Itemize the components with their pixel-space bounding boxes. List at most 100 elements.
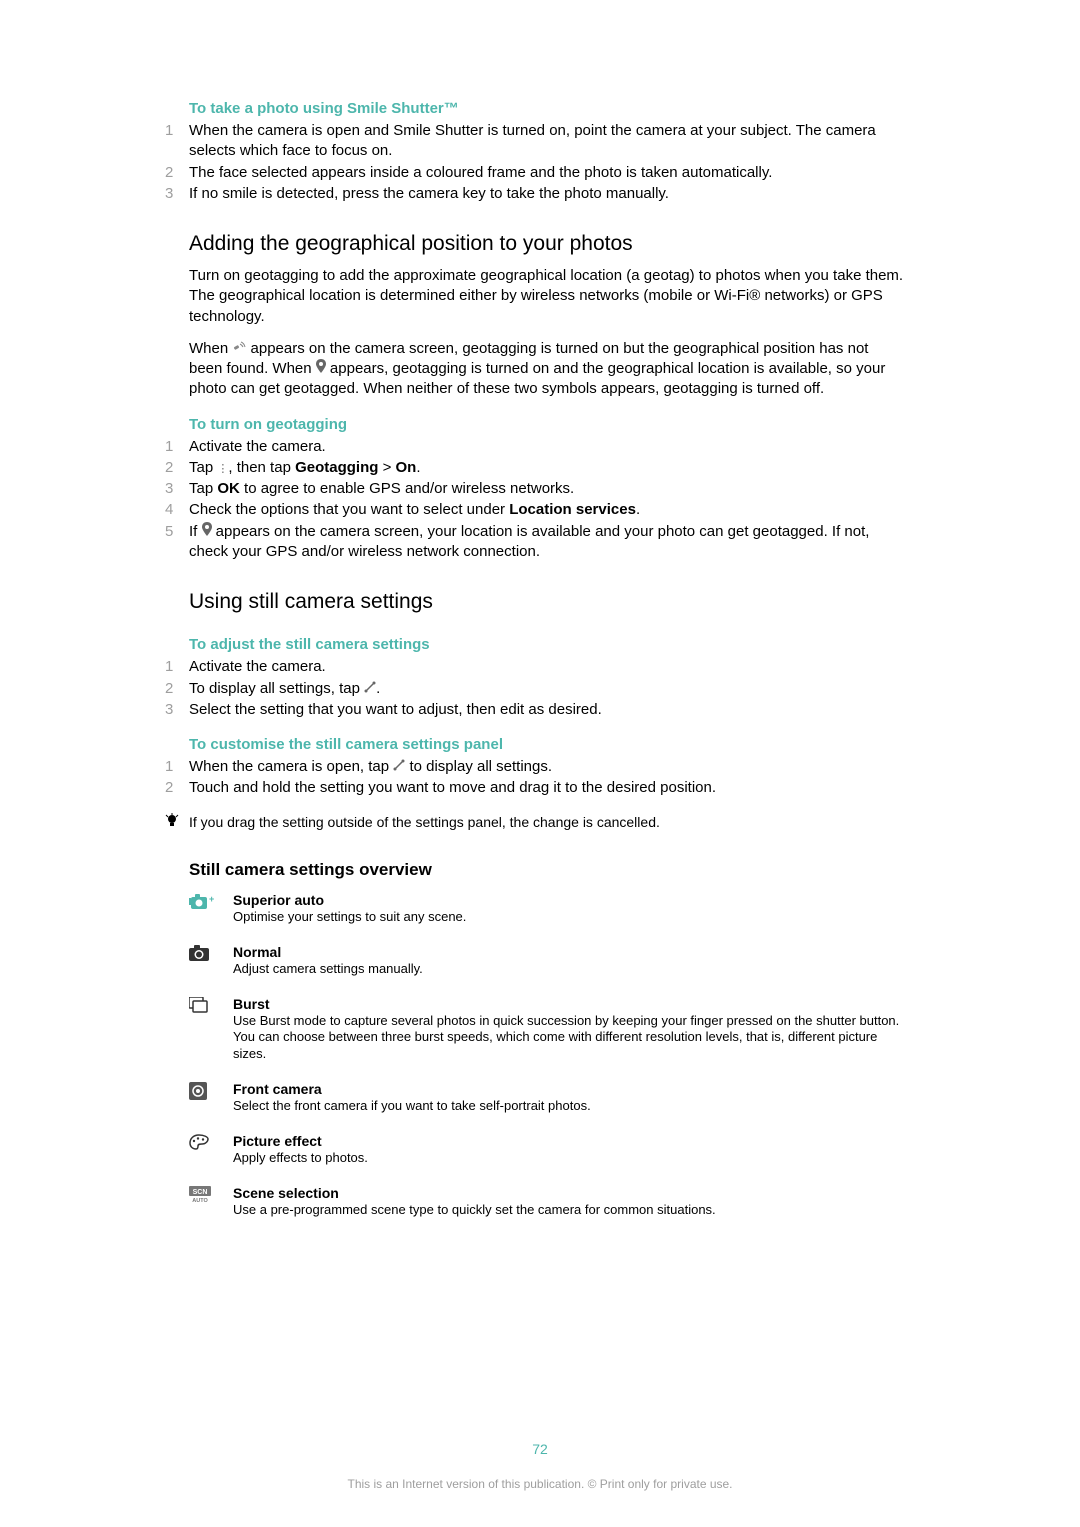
satellite-icon (232, 339, 246, 359)
text: > (378, 459, 395, 476)
svg-text:AUTO: AUTO (192, 1198, 208, 1204)
step-text: Tap OK to agree to enable GPS and/or wir… (189, 479, 905, 499)
text: Tap (189, 480, 217, 497)
location-pin-icon (316, 359, 326, 379)
camera-icon (189, 944, 233, 966)
step-number: 2 (165, 778, 189, 798)
text: to display all settings. (405, 758, 552, 775)
paragraph: Turn on geotagging to add the approximat… (189, 266, 905, 327)
setting-row-normal: Normal Adjust camera settings manually. (189, 944, 905, 978)
burst-icon (189, 996, 233, 1018)
superior-auto-icon: + (189, 892, 233, 916)
step-text: When the camera is open, tap to display … (189, 757, 905, 777)
heading-adjust-settings: To adjust the still camera settings (189, 636, 905, 653)
svg-text:+: + (209, 894, 214, 904)
list-item: 3 If no smile is detected, press the cam… (165, 184, 905, 204)
setting-desc: Adjust camera settings manually. (233, 961, 905, 978)
setting-row-front-camera: Front camera Select the front camera if … (189, 1081, 905, 1115)
setting-row-scene-selection: SCN AUTO Scene selection Use a pre-progra… (189, 1185, 905, 1219)
step-text: Activate the camera. (189, 657, 905, 677)
list-item: 2 The face selected appears inside a col… (165, 163, 905, 183)
setting-body: Scene selection Use a pre-programmed sce… (233, 1185, 905, 1219)
text: To display all settings, tap (189, 680, 364, 697)
heading-customise-panel: To customise the still camera settings p… (189, 736, 905, 753)
step-text: To display all settings, tap . (189, 679, 905, 699)
step-text: Touch and hold the setting you want to m… (189, 778, 905, 798)
step-number: 5 (165, 522, 189, 542)
setting-body: Front camera Select the front camera if … (233, 1081, 905, 1115)
front-camera-icon (189, 1081, 233, 1105)
list-smile-shutter: 1 When the camera is open and Smile Shut… (165, 121, 905, 204)
step-number: 1 (165, 121, 189, 141)
tools-icon (393, 757, 405, 777)
heading-still-camera: Using still camera settings (189, 590, 905, 614)
step-number: 3 (165, 479, 189, 499)
list-item: 3 Select the setting that you want to ad… (165, 700, 905, 720)
text: appears on the camera screen, your locat… (189, 523, 869, 560)
step-text: Tap ⋮, then tap Geotagging > On. (189, 458, 905, 478)
setting-desc: Select the front camera if you want to t… (233, 1098, 905, 1115)
step-number: 1 (165, 657, 189, 677)
step-number: 2 (165, 679, 189, 699)
setting-body: Picture effect Apply effects to photos. (233, 1133, 905, 1167)
step-text: If no smile is detected, press the camer… (189, 184, 905, 204)
setting-body: Burst Use Burst mode to capture several … (233, 996, 905, 1064)
lightbulb-icon (165, 813, 189, 832)
heading-settings-overview: Still camera settings overview (189, 860, 905, 880)
setting-title: Superior auto (233, 892, 905, 908)
text: Check the options that you want to selec… (189, 501, 509, 518)
setting-body: Normal Adjust camera settings manually. (233, 944, 905, 978)
heading-smile-shutter: To take a photo using Smile Shutter™ (189, 100, 905, 117)
list-item: 1 Activate the camera. (165, 437, 905, 457)
text: . (636, 501, 640, 518)
list-item: 2 Touch and hold the setting you want to… (165, 778, 905, 798)
list-item: 1 When the camera is open, tap to displa… (165, 757, 905, 777)
step-number: 3 (165, 184, 189, 204)
heading-geo-position: Adding the geographical position to your… (189, 232, 905, 256)
step-text: The face selected appears inside a colou… (189, 163, 905, 183)
step-number: 1 (165, 757, 189, 777)
text: If (189, 523, 202, 540)
step-number: 1 (165, 437, 189, 457)
setting-body: Superior auto Optimise your settings to … (233, 892, 905, 926)
list-item: 4 Check the options that you want to sel… (165, 500, 905, 520)
setting-title: Scene selection (233, 1185, 905, 1201)
text: When the camera is open, tap (189, 758, 393, 775)
list-item: 2 To display all settings, tap . (165, 679, 905, 699)
setting-desc: Use a pre-programmed scene type to quick… (233, 1202, 905, 1219)
step-text: Check the options that you want to selec… (189, 500, 905, 520)
paragraph: When appears on the camera screen, geota… (189, 339, 905, 400)
setting-title: Normal (233, 944, 905, 960)
step-number: 2 (165, 458, 189, 478)
list-item: 1 When the camera is open and Smile Shut… (165, 121, 905, 162)
list-adjust: 1 Activate the camera. 2 To display all … (165, 657, 905, 720)
text: . (416, 459, 420, 476)
text: , then tap (228, 459, 295, 476)
step-text: Select the setting that you want to adju… (189, 700, 905, 720)
step-number: 4 (165, 500, 189, 520)
page-content: To take a photo using Smile Shutter™ 1 W… (0, 0, 1080, 1277)
heading-turn-on-geotag: To turn on geotagging (189, 416, 905, 433)
svg-text:SCN: SCN (193, 1189, 208, 1196)
location-pin-icon (202, 522, 212, 542)
list-customise: 1 When the camera is open, tap to displa… (165, 757, 905, 799)
page-number: 72 (0, 1441, 1080, 1457)
setting-desc: Apply effects to photos. (233, 1150, 905, 1167)
setting-row-superior-auto: + Superior auto Optimise your settings t… (189, 892, 905, 926)
tip-row: If you drag the setting outside of the s… (165, 813, 905, 832)
tools-icon (364, 679, 376, 699)
scene-icon: SCN AUTO (189, 1185, 233, 1209)
list-item: 1 Activate the camera. (165, 657, 905, 677)
setting-desc: Optimise your settings to suit any scene… (233, 909, 905, 926)
text: Tap (189, 459, 217, 476)
text: When (189, 340, 232, 357)
text-bold: OK (217, 480, 240, 497)
step-text: If appears on the camera screen, your lo… (189, 522, 905, 563)
setting-title: Front camera (233, 1081, 905, 1097)
list-geotag: 1 Activate the camera. 2 Tap ⋮, then tap… (165, 437, 905, 563)
page-footer: 72 This is an Internet version of this p… (0, 1441, 1080, 1491)
setting-desc: Use Burst mode to capture several photos… (233, 1013, 905, 1064)
setting-row-burst: Burst Use Burst mode to capture several … (189, 996, 905, 1064)
text: to agree to enable GPS and/or wireless n… (240, 480, 574, 497)
palette-icon (189, 1133, 233, 1155)
